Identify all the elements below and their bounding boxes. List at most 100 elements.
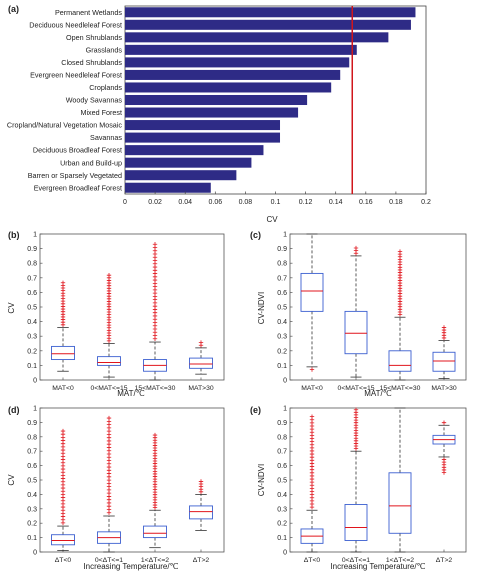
y-tick-label: 0 bbox=[33, 550, 37, 557]
iqr-box bbox=[51, 345, 75, 361]
y-tick-label: 0 bbox=[33, 378, 37, 385]
panel-e-label: (e) bbox=[250, 405, 261, 415]
x-tick-label: 0.02 bbox=[148, 199, 162, 206]
category-label: 1<ΔT<=2 bbox=[386, 557, 414, 564]
y-tick-label: 0.4 bbox=[277, 492, 287, 499]
outlier-marker bbox=[397, 249, 403, 254]
y-tick-label: 0.3 bbox=[277, 506, 287, 513]
bar bbox=[125, 57, 350, 68]
bar-category-label: Deciduous Broadleaf Forest bbox=[33, 146, 122, 155]
x-tick-label: 0.18 bbox=[389, 199, 403, 206]
panel-c-label: (c) bbox=[250, 230, 261, 240]
y-tick-label: 0.7 bbox=[27, 449, 37, 456]
iqr-box bbox=[189, 357, 213, 369]
outlier-marker bbox=[353, 245, 359, 251]
outlier-marker bbox=[60, 280, 66, 285]
panel-d: (d) CV Increasing Temperature/℃ 0 0.1 0.2 0… bbox=[7, 405, 225, 571]
outlier-marker bbox=[152, 242, 158, 247]
y-tick-label: 0.8 bbox=[277, 434, 287, 441]
outlier-marker bbox=[198, 340, 204, 345]
bar-category-label: Urban and Build-up bbox=[60, 158, 122, 167]
outlier-marker bbox=[60, 428, 66, 434]
x-tick-label: 0.16 bbox=[359, 199, 373, 206]
iqr-box bbox=[300, 272, 324, 312]
y-tick-label: 0.7 bbox=[277, 275, 287, 282]
iqr-box bbox=[432, 351, 456, 372]
bar-category-label: Evergreen Broadleaf Forest bbox=[34, 183, 122, 192]
y-tick-label: 0.1 bbox=[277, 363, 287, 370]
bar bbox=[125, 120, 281, 131]
bar-category-label: Woody Savannas bbox=[66, 96, 123, 105]
iqr-box bbox=[388, 350, 412, 372]
bar bbox=[125, 157, 252, 168]
bar-category-label: Mixed Forest bbox=[80, 108, 122, 117]
outlier-marker bbox=[353, 407, 359, 412]
plot-frame bbox=[289, 233, 467, 381]
category-label: 15<MAT<=30 bbox=[135, 385, 176, 392]
category-label: 0<MAT<=15 bbox=[90, 385, 127, 392]
y-tick-label: 0.9 bbox=[277, 420, 287, 427]
bar-category-label: Evergreen Needleleaf Forest bbox=[30, 71, 122, 80]
bar-category-label: Closed Shrublands bbox=[61, 58, 122, 67]
y-tick-label: 0.6 bbox=[277, 463, 287, 470]
panel-b-label: (b) bbox=[8, 230, 20, 240]
y-tick-label: 0 bbox=[283, 550, 287, 557]
outlier-marker bbox=[441, 325, 447, 330]
panel-a-xlabel: CV bbox=[266, 215, 278, 224]
y-tick-label: 0.7 bbox=[277, 449, 287, 456]
y-tick-label: 1 bbox=[33, 232, 37, 239]
category-label: MAT>30 bbox=[188, 385, 214, 392]
panel-c-ylabel: CV-NDVI bbox=[257, 292, 266, 324]
iqr-box bbox=[51, 534, 75, 546]
panel-e: (e) CV-NDVI Increasing Temperature/℃ 0 0.… bbox=[250, 405, 467, 571]
y-tick-label: 0.2 bbox=[277, 521, 287, 528]
category-label: 0<MAT<=15 bbox=[337, 385, 374, 392]
y-tick-label: 0.7 bbox=[27, 275, 37, 282]
y-tick-label: 0.1 bbox=[277, 535, 287, 542]
bar-category-label: Grasslands bbox=[86, 45, 123, 54]
x-tick-label: 0.14 bbox=[329, 199, 343, 206]
bar bbox=[125, 94, 308, 106]
outlier-marker bbox=[309, 414, 315, 419]
category-label: MAT<0 bbox=[301, 385, 323, 392]
y-tick-label: 0.5 bbox=[27, 305, 37, 312]
iqr-box bbox=[344, 310, 368, 355]
outlier-marker bbox=[441, 470, 447, 475]
y-tick-label: 0.8 bbox=[277, 261, 287, 268]
bar bbox=[125, 182, 211, 193]
y-tick-label: 0.9 bbox=[277, 246, 287, 253]
bar bbox=[125, 32, 389, 43]
x-tick-label: 0.06 bbox=[208, 199, 222, 206]
y-tick-label: 0.3 bbox=[27, 506, 37, 513]
y-tick-label: 0.5 bbox=[277, 305, 287, 312]
bar bbox=[125, 69, 341, 80]
bar bbox=[125, 7, 416, 18]
y-tick-label: 1 bbox=[283, 232, 287, 239]
y-tick-label: 0.2 bbox=[27, 521, 37, 528]
category-label: 15<MAT<=30 bbox=[380, 385, 421, 392]
y-tick-label: 0.3 bbox=[277, 334, 287, 341]
bar-category-label: Barren or Sparsely Vegetated bbox=[28, 171, 122, 180]
plot-frame bbox=[289, 407, 467, 553]
y-tick-label: 0.1 bbox=[27, 363, 37, 370]
bar bbox=[125, 170, 237, 181]
x-tick-label: 0.12 bbox=[299, 199, 313, 206]
category-label: 0<ΔT<=1 bbox=[342, 557, 370, 564]
x-tick-label: 0.04 bbox=[178, 199, 192, 206]
y-tick-label: 0.4 bbox=[27, 492, 37, 499]
y-tick-label: 0.6 bbox=[27, 290, 37, 297]
y-tick-label: 0.9 bbox=[27, 420, 37, 427]
bar-category-label: Savannas bbox=[90, 133, 122, 142]
panel-b: (b) CV MAT/℃ 0 0.1 0.2 0.3 0.4 0.5 0.6 0.7 0.8 0.… bbox=[7, 230, 225, 398]
panel-a: (a) CV Permanent Wetlands Deciduous Needl… bbox=[7, 4, 431, 224]
panel-b-xlabel: MAT/℃ bbox=[117, 389, 145, 398]
bar-category-label: Cropland/Natural Vegetation Mosaic bbox=[7, 121, 122, 130]
x-tick-label: 0 bbox=[123, 199, 127, 206]
bar-category-label: Permanent Wetlands bbox=[55, 8, 122, 17]
x-tick-label: 0.08 bbox=[239, 199, 253, 206]
y-tick-label: 0.9 bbox=[27, 246, 37, 253]
outlier-marker bbox=[152, 432, 158, 438]
panel-e-ylabel: CV-NDVI bbox=[257, 464, 266, 496]
bar bbox=[125, 82, 332, 93]
